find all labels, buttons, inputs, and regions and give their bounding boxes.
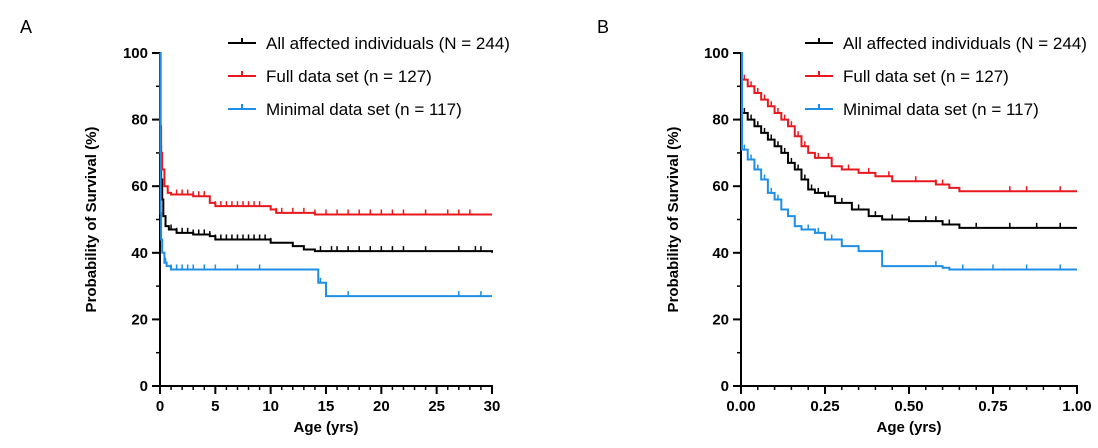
series-minimal-line <box>741 52 1077 271</box>
y-tick-label: 20 <box>712 311 729 328</box>
y-tick-label: 40 <box>131 245 148 262</box>
legend-item-full: Full data set (n = 127) <box>228 67 432 86</box>
x-tick-label: 0.75 <box>978 398 1007 415</box>
y-tick-label: 40 <box>712 245 729 262</box>
legend-label: Minimal data set (n = 117) <box>266 100 462 119</box>
panel-a: A 0 5 10 15 20 25 30 0 20 40 60 80 100 Age (yrs) Probab… <box>20 17 510 436</box>
y-tick-label: 0 <box>140 378 148 395</box>
x-tick-label: 20 <box>373 398 390 415</box>
legend-item-all: All affected individuals (N = 244) <box>805 34 1087 53</box>
x-tick-label: 25 <box>428 398 445 415</box>
legend-label: All affected individuals (N = 244) <box>266 34 510 53</box>
x-tick-label: 0 <box>156 398 164 415</box>
y-tick-label: 100 <box>704 45 729 62</box>
x-tick-label: 5 <box>211 398 219 415</box>
panel-letter: A <box>20 17 32 37</box>
series-minimal <box>159 52 492 298</box>
y-tick-label: 0 <box>721 378 729 395</box>
series-all <box>741 52 1077 229</box>
x-tick-label: 10 <box>262 398 279 415</box>
series-full <box>741 52 1077 193</box>
series-minimal <box>741 52 1077 271</box>
x-axis-label: Age (yrs) <box>293 419 358 436</box>
y-axis-label: Probability of Survival (%) <box>83 127 100 313</box>
legend-label: Full data set (n = 127) <box>843 67 1009 86</box>
y-tick-label: 60 <box>131 178 148 195</box>
panel-b: B 0.00 0.25 0.50 0.75 1.00 0 20 40 60 80 100 Age (yr… <box>597 17 1092 436</box>
x-axis-label: Age (yrs) <box>876 419 941 436</box>
x-tick-label: 30 <box>484 398 501 415</box>
x-tick-label: 15 <box>318 398 335 415</box>
y-tick-label: 80 <box>131 112 148 129</box>
y-tick-label: 60 <box>712 178 729 195</box>
legend-label: Full data set (n = 127) <box>266 67 432 86</box>
legend-item-minimal: Minimal data set (n = 117) <box>228 100 462 119</box>
legend-item-minimal: Minimal data set (n = 117) <box>805 100 1039 119</box>
y-axis-label: Probability of Survival (%) <box>665 127 682 313</box>
x-tick-label: 0.50 <box>894 398 923 415</box>
legend-label: Minimal data set (n = 117) <box>843 100 1039 119</box>
legend-item-full: Full data set (n = 127) <box>805 67 1009 86</box>
y-tick-label: 100 <box>123 45 148 62</box>
y-tick-label: 80 <box>712 112 729 129</box>
series-minimal-line <box>159 52 492 298</box>
x-tick-label: 1.00 <box>1062 398 1091 415</box>
legend-item-all: All affected individuals (N = 244) <box>228 34 510 53</box>
y-tick-label: 20 <box>131 311 148 328</box>
legend-label: All affected individuals (N = 244) <box>843 34 1087 53</box>
x-tick-label: 0.00 <box>726 398 755 415</box>
series-all <box>159 52 493 253</box>
x-tick-label: 0.25 <box>810 398 839 415</box>
panel-letter: B <box>597 17 609 37</box>
